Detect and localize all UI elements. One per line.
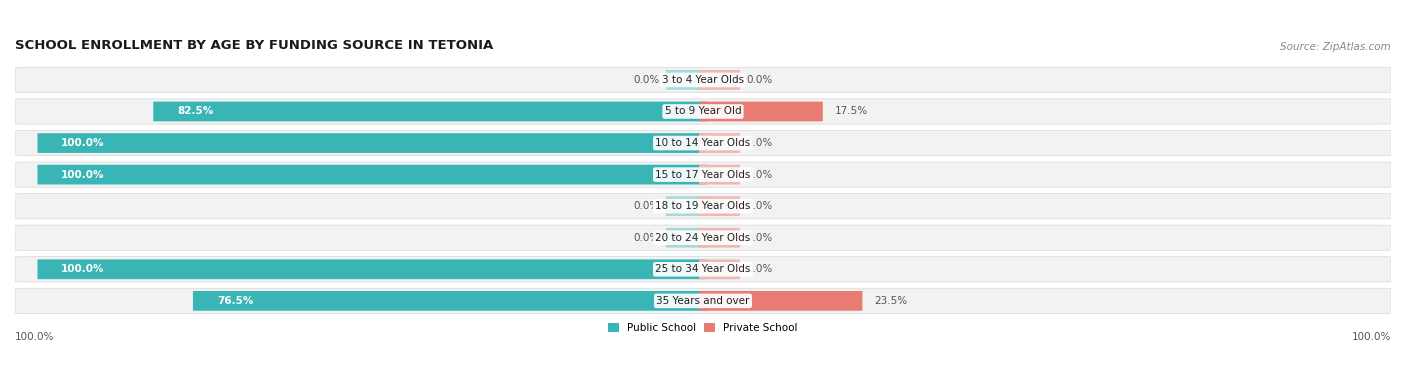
Text: 35 Years and over: 35 Years and over	[657, 296, 749, 306]
FancyBboxPatch shape	[699, 70, 740, 90]
FancyBboxPatch shape	[699, 133, 740, 153]
Text: 0.0%: 0.0%	[633, 233, 659, 243]
FancyBboxPatch shape	[15, 225, 1391, 250]
FancyBboxPatch shape	[38, 133, 707, 153]
FancyBboxPatch shape	[699, 196, 740, 216]
FancyBboxPatch shape	[699, 259, 740, 279]
Text: 82.5%: 82.5%	[177, 107, 214, 116]
Text: 18 to 19 Year Olds: 18 to 19 Year Olds	[655, 201, 751, 211]
Text: 100.0%: 100.0%	[62, 170, 105, 180]
Text: 5 to 9 Year Old: 5 to 9 Year Old	[665, 107, 741, 116]
Text: SCHOOL ENROLLMENT BY AGE BY FUNDING SOURCE IN TETONIA: SCHOOL ENROLLMENT BY AGE BY FUNDING SOUR…	[15, 39, 494, 52]
FancyBboxPatch shape	[666, 228, 707, 248]
Text: 15 to 17 Year Olds: 15 to 17 Year Olds	[655, 170, 751, 180]
FancyBboxPatch shape	[699, 291, 862, 311]
Text: 0.0%: 0.0%	[747, 75, 773, 85]
FancyBboxPatch shape	[15, 257, 1391, 282]
Text: 100.0%: 100.0%	[62, 138, 105, 148]
FancyBboxPatch shape	[193, 291, 707, 311]
Text: 25 to 34 Year Olds: 25 to 34 Year Olds	[655, 264, 751, 274]
FancyBboxPatch shape	[15, 288, 1391, 313]
Text: Source: ZipAtlas.com: Source: ZipAtlas.com	[1281, 42, 1391, 52]
FancyBboxPatch shape	[666, 70, 707, 90]
FancyBboxPatch shape	[15, 130, 1391, 156]
Text: 0.0%: 0.0%	[747, 233, 773, 243]
FancyBboxPatch shape	[38, 259, 707, 279]
FancyBboxPatch shape	[15, 99, 1391, 124]
Text: 100.0%: 100.0%	[15, 332, 55, 342]
Text: 100.0%: 100.0%	[62, 264, 105, 274]
Text: 0.0%: 0.0%	[747, 138, 773, 148]
Legend: Public School, Private School: Public School, Private School	[605, 319, 801, 337]
Text: 0.0%: 0.0%	[747, 201, 773, 211]
Text: 10 to 14 Year Olds: 10 to 14 Year Olds	[655, 138, 751, 148]
Text: 0.0%: 0.0%	[633, 201, 659, 211]
FancyBboxPatch shape	[699, 228, 740, 248]
FancyBboxPatch shape	[15, 67, 1391, 93]
Text: 0.0%: 0.0%	[747, 264, 773, 274]
Text: 17.5%: 17.5%	[835, 107, 868, 116]
Text: 76.5%: 76.5%	[217, 296, 253, 306]
Text: 0.0%: 0.0%	[747, 170, 773, 180]
Text: 0.0%: 0.0%	[633, 75, 659, 85]
FancyBboxPatch shape	[38, 165, 707, 184]
Text: 23.5%: 23.5%	[875, 296, 907, 306]
Text: 20 to 24 Year Olds: 20 to 24 Year Olds	[655, 233, 751, 243]
FancyBboxPatch shape	[666, 196, 707, 216]
FancyBboxPatch shape	[699, 165, 740, 184]
FancyBboxPatch shape	[699, 102, 823, 121]
FancyBboxPatch shape	[15, 194, 1391, 219]
Text: 100.0%: 100.0%	[1351, 332, 1391, 342]
FancyBboxPatch shape	[153, 102, 707, 121]
FancyBboxPatch shape	[15, 162, 1391, 187]
Text: 3 to 4 Year Olds: 3 to 4 Year Olds	[662, 75, 744, 85]
